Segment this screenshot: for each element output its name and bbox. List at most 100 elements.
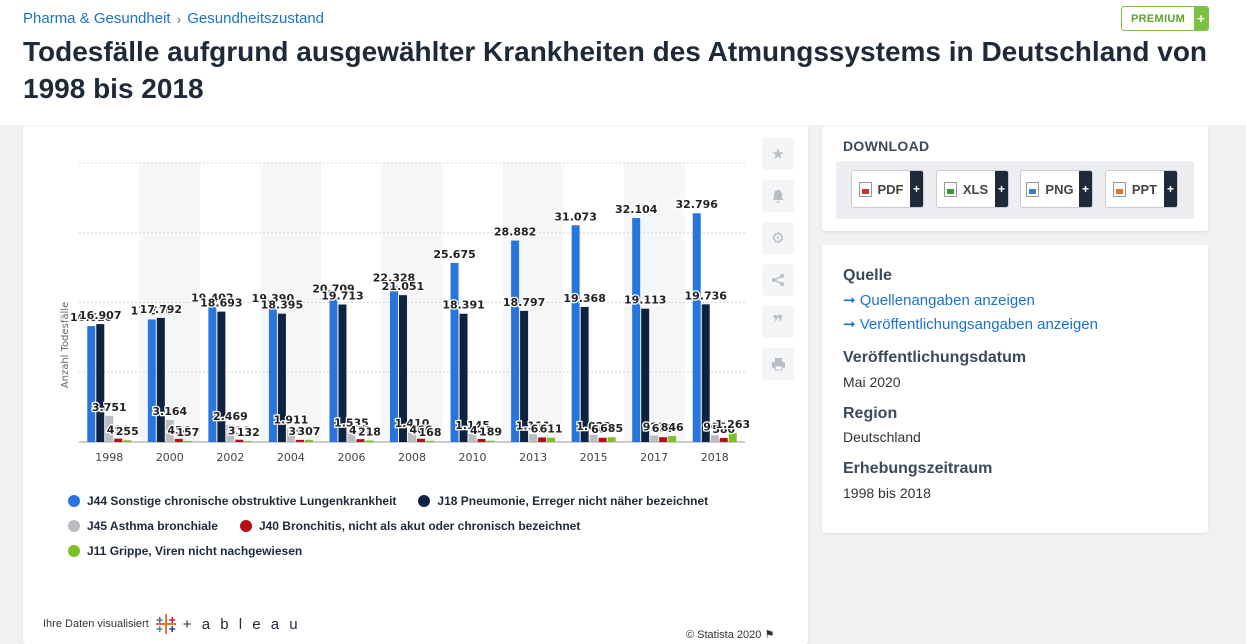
bar[interactable]	[426, 440, 434, 442]
breadcrumb-link-gesundheitszustand[interactable]: Gesundheitszustand	[187, 10, 325, 27]
download-pdf-button[interactable]: PDF +	[851, 170, 924, 208]
bar[interactable]	[87, 326, 96, 442]
download-png-button[interactable]: PNG +	[1020, 170, 1093, 208]
bar[interactable]	[598, 437, 607, 442]
bar[interactable]	[226, 424, 235, 442]
bar[interactable]	[183, 440, 192, 442]
premium-label: PREMIUM	[1131, 13, 1186, 25]
data-label: 20.709	[312, 283, 354, 296]
tableau-wordmark[interactable]: + a b l e a u	[182, 615, 301, 633]
bar[interactable]	[114, 438, 123, 442]
bar[interactable]	[589, 434, 598, 442]
info-card: Quelle ➞ Quellenangaben anzeigen ➞ Veröf…	[822, 245, 1208, 533]
bar[interactable]	[105, 415, 114, 442]
bar[interactable]	[244, 441, 253, 443]
data-label: 19.736	[685, 289, 728, 302]
data-label: 2.469	[213, 410, 248, 423]
bar[interactable]	[571, 225, 580, 442]
legend-item-j44[interactable]: J44 Sonstige chronische obstruktive Lung…	[68, 494, 396, 508]
data-label: 28.882	[494, 226, 536, 239]
bar[interactable]	[477, 438, 486, 442]
data-label: 1.263	[715, 418, 750, 431]
bar[interactable]	[632, 218, 641, 442]
bar[interactable]	[390, 286, 398, 442]
bar[interactable]	[450, 262, 459, 442]
premium-badge[interactable]: PREMIUM +	[1121, 6, 1210, 31]
bar[interactable]	[520, 310, 529, 442]
bar[interactable]	[217, 311, 226, 442]
legend-dot	[418, 495, 431, 507]
bar[interactable]	[268, 306, 277, 442]
bar[interactable]	[529, 434, 538, 442]
plus-icon: +	[1164, 171, 1177, 207]
legend-item-j45[interactable]: J45 Asthma bronchiale	[68, 519, 218, 533]
bar[interactable]	[701, 304, 710, 442]
bar[interactable]	[417, 438, 425, 442]
bar[interactable]	[174, 438, 183, 442]
bar[interactable]	[607, 437, 616, 442]
bar[interactable]	[208, 306, 217, 442]
legend-item-j40[interactable]: J40 Bronchitis, nicht als akut oder chro…	[239, 519, 580, 533]
source-heading: Quelle	[843, 267, 892, 284]
bar[interactable]	[659, 437, 668, 442]
share-icon[interactable]	[762, 264, 794, 296]
x-tick-label: 2013	[519, 451, 547, 464]
bar[interactable]	[486, 440, 495, 442]
bar[interactable]	[147, 319, 156, 442]
bar[interactable]	[710, 435, 719, 442]
bar[interactable]	[235, 439, 244, 442]
bar[interactable]	[538, 437, 547, 442]
data-label: 1.410	[395, 417, 430, 430]
legend-item-j11[interactable]: J11 Grippe, Viren nicht nachgewiesen	[68, 544, 302, 558]
star-icon[interactable]: ★	[762, 138, 794, 170]
bar[interactable]	[329, 297, 338, 442]
bar[interactable]	[547, 437, 556, 442]
bar[interactable]	[468, 434, 477, 442]
bar[interactable]	[580, 306, 589, 442]
bar[interactable]	[165, 419, 174, 442]
legend-dot	[239, 520, 252, 532]
publication-link[interactable]: ➞ Veröffentlichungsangaben anzeigen	[843, 316, 1098, 333]
x-tick-label: 2004	[277, 451, 305, 464]
bar[interactable]	[399, 295, 407, 442]
bar[interactable]	[692, 213, 701, 442]
bar[interactable]	[123, 440, 132, 442]
data-label: 1.022	[576, 420, 611, 433]
download-xls-button[interactable]: XLS +	[936, 170, 1009, 208]
download-png-label: PNG	[1045, 181, 1074, 197]
bar[interactable]	[338, 304, 347, 442]
breadcrumb-link-pharma[interactable]: Pharma & Gesundheit	[23, 10, 171, 27]
bar[interactable]	[668, 436, 677, 442]
bar[interactable]	[356, 439, 365, 442]
download-ppt-button[interactable]: PPT +	[1105, 170, 1178, 208]
bar[interactable]	[408, 432, 416, 442]
bar[interactable]	[286, 428, 295, 442]
bar[interactable]	[96, 324, 105, 442]
bar[interactable]	[459, 313, 468, 442]
download-ppt-label: PPT	[1131, 181, 1158, 197]
bar[interactable]	[719, 437, 728, 442]
bar[interactable]	[641, 308, 650, 442]
data-label: 157	[176, 426, 199, 439]
print-icon[interactable]	[762, 348, 794, 380]
bar[interactable]	[347, 431, 356, 442]
quote-icon[interactable]: ❞	[762, 306, 794, 338]
bar[interactable]	[365, 440, 374, 442]
breadcrumb-separator: ›	[176, 10, 182, 27]
bar[interactable]	[295, 439, 304, 442]
flag-icon[interactable]: ⚑	[764, 629, 775, 641]
download-title: DOWNLOAD	[843, 138, 930, 154]
gear-icon[interactable]: ⚙	[762, 222, 794, 254]
bar[interactable]	[650, 435, 659, 442]
bar[interactable]	[511, 240, 520, 442]
legend-item-j18[interactable]: J18 Pneumonie, Erreger nicht näher bezei…	[418, 494, 708, 508]
bell-icon[interactable]	[762, 180, 794, 212]
bar[interactable]	[304, 439, 313, 442]
bar[interactable]	[728, 433, 737, 442]
bar[interactable]	[156, 317, 165, 442]
source-link[interactable]: ➞ Quellenangaben anzeigen	[843, 292, 1035, 309]
bar[interactable]	[277, 313, 286, 442]
data-label: 32.796	[676, 198, 719, 211]
x-tick-label: 2015	[580, 451, 608, 464]
copyright: © Statista 2020 ⚑	[686, 628, 774, 641]
